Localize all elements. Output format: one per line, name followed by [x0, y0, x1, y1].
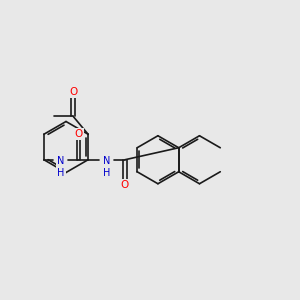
Text: N
H: N H — [103, 156, 111, 178]
Text: N
H: N H — [57, 156, 65, 178]
Text: O: O — [121, 180, 129, 190]
Text: O: O — [74, 129, 83, 139]
Text: O: O — [69, 87, 77, 97]
